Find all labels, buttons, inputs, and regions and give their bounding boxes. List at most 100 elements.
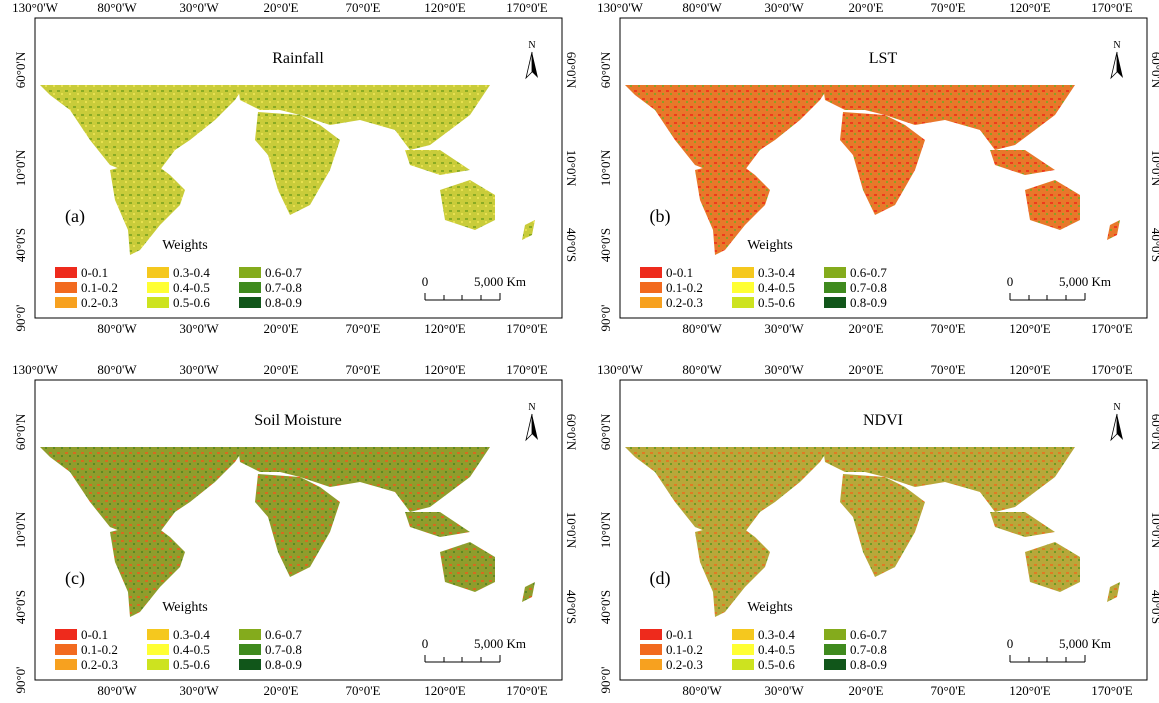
legend-swatch [147, 629, 169, 640]
legend-label: 0.5-0.6 [173, 295, 210, 310]
legend-swatch [640, 659, 662, 670]
legend-swatch [55, 267, 77, 278]
lon-tick-label: 20°0'E [849, 321, 884, 336]
legend-label: 0.8-0.9 [265, 295, 302, 310]
lon-tick-label: 170°0'E [1091, 362, 1133, 377]
lon-tick-label: 80°0'W [97, 683, 137, 698]
legend-label: 0-0.1 [81, 627, 108, 642]
legend-label: 0.1-0.2 [666, 280, 703, 295]
legend-swatch [239, 644, 261, 655]
legend-label: 0.3-0.4 [758, 265, 795, 280]
legend-label: 0.3-0.4 [758, 627, 795, 642]
legend-label: 0-0.1 [81, 265, 108, 280]
legend-swatch [239, 282, 261, 293]
lat-tick-label: 10°0'N [598, 149, 613, 186]
lon-tick-label: 70°0'E [931, 362, 966, 377]
legend-title: Weights [162, 600, 208, 615]
legend-swatch [147, 644, 169, 655]
legend-swatch [732, 659, 754, 670]
lon-tick-label: 170°0'E [1091, 683, 1133, 698]
lat-tick-label: 60°0'N [598, 413, 613, 450]
legend-swatch [824, 297, 846, 308]
lat-tick-label: 40°0'S [598, 228, 613, 262]
legend-swatch [147, 659, 169, 670]
lon-tick-label: 130°0'W [597, 362, 644, 377]
lon-tick-label: 70°0'E [346, 0, 381, 15]
lon-tick-label: 30°0'W [179, 362, 219, 377]
panel-label: (d) [650, 568, 671, 589]
legend-swatch [55, 659, 77, 670]
lat-tick-label: 40°0'S [1149, 590, 1159, 624]
lon-tick-label: 80°0'W [97, 0, 137, 15]
legend-label: 0.5-0.6 [758, 657, 795, 672]
legend-swatch [640, 297, 662, 308]
legend-swatch [640, 644, 662, 655]
lon-tick-label: 80°0'W [682, 362, 722, 377]
lon-tick-label: 20°0'E [849, 683, 884, 698]
lon-tick-label: 130°0'W [12, 362, 59, 377]
lon-tick-label: 30°0'W [179, 683, 219, 698]
lat-tick-label: 60°0'N [13, 51, 28, 88]
legend-swatch [824, 282, 846, 293]
lon-tick-label: 20°0'E [264, 683, 299, 698]
legend-swatch [55, 282, 77, 293]
legend-swatch [239, 659, 261, 670]
legend-swatch [147, 282, 169, 293]
lat-tick-label: 40°0'S [564, 228, 579, 262]
panel-label: (a) [65, 206, 85, 227]
lon-tick-label: 20°0'E [849, 362, 884, 377]
figure: 130°0'W 80°0'W 30°0'W 20°0'E 70°0'E 120°0'E 17… [0, 0, 1159, 698]
lon-tick-label: 70°0'E [346, 321, 381, 336]
legend-label: 0-0.1 [666, 627, 693, 642]
scale-end: 5,000 Km [474, 636, 526, 651]
lat-tick-label: 40°0'S [598, 590, 613, 624]
legend-swatch [732, 297, 754, 308]
legend-swatch [239, 297, 261, 308]
lon-tick-label: 20°0'E [264, 0, 299, 15]
scale-start: 0 [422, 636, 429, 651]
lat-tick-label: 10°0'N [598, 511, 613, 548]
legend-swatch [732, 644, 754, 655]
legend-label: 0.6-0.7 [265, 627, 302, 642]
lat-tick-label: 60°0'N [564, 414, 579, 451]
legend-label: 0.7-0.8 [850, 280, 887, 295]
legend-swatch [640, 629, 662, 640]
legend-swatch [55, 644, 77, 655]
lat-tick-label: 60°0'N [13, 413, 28, 450]
legend-label: 0.1-0.2 [81, 642, 118, 657]
lon-tick-label: 120°0'E [424, 362, 466, 377]
lon-tick-label: 30°0'W [179, 0, 219, 15]
legend-swatch [732, 282, 754, 293]
legend-label: 0.8-0.9 [850, 295, 887, 310]
lon-tick-label: 80°0'W [682, 321, 722, 336]
lon-tick-label: 30°0'W [764, 362, 804, 377]
scale-start: 0 [1007, 636, 1014, 651]
legend-label: 0.3-0.4 [173, 265, 210, 280]
lon-tick-label: 20°0'E [849, 0, 884, 15]
lon-tick-label: 80°0'W [97, 321, 137, 336]
legend-swatch [824, 644, 846, 655]
scale-start: 0 [422, 274, 429, 289]
lon-tick-label: 120°0'E [1009, 0, 1051, 15]
legend-swatch [732, 267, 754, 278]
legend-label: 0.2-0.3 [666, 657, 703, 672]
lon-tick-label: 20°0'E [264, 362, 299, 377]
lon-tick-label: 30°0'W [764, 683, 804, 698]
lat-tick-label: 60°0'N [598, 51, 613, 88]
legend-label: 0.6-0.7 [850, 627, 887, 642]
lon-tick-label: 170°0'E [506, 362, 548, 377]
lon-tick-label: 70°0'E [931, 683, 966, 698]
lon-tick-label: 20°0'E [264, 321, 299, 336]
scale-end: 5,000 Km [1059, 274, 1111, 289]
legend-title: Weights [747, 600, 793, 615]
legend-label: 0.2-0.3 [81, 295, 118, 310]
lon-tick-label: 120°0'E [1009, 683, 1051, 698]
north-label: N [528, 40, 535, 51]
lon-tick-label: 170°0'E [506, 321, 548, 336]
legend-label: 0.4-0.5 [758, 280, 795, 295]
legend-swatch [147, 297, 169, 308]
lat-tick-label: 10°0'N [564, 150, 579, 187]
map-panel: 130°0'W80°0'W30°0'W20°0'E70°0'E120°0'E17… [12, 0, 579, 336]
legend-label: 0.5-0.6 [758, 295, 795, 310]
lon-tick-label: 30°0'W [764, 321, 804, 336]
